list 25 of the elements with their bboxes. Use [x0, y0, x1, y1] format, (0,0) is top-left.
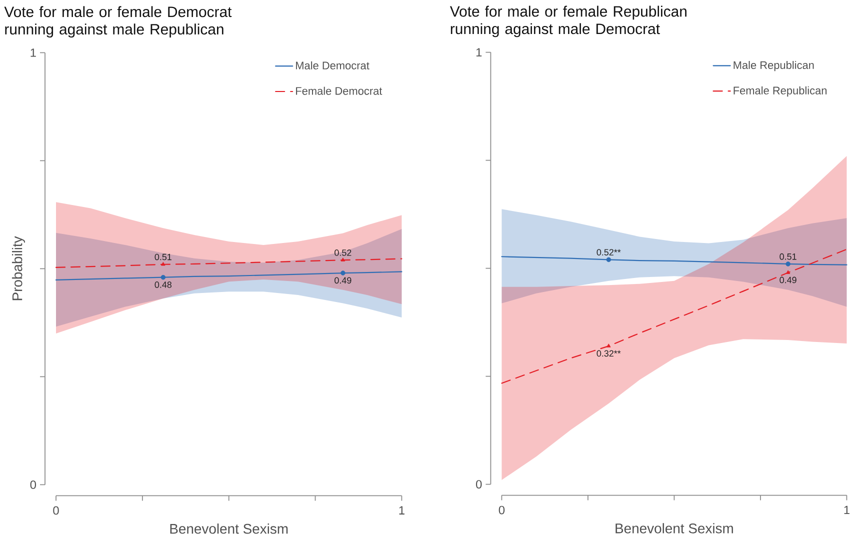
- legend-label: Female Republican: [734, 86, 827, 97]
- point: [786, 262, 790, 266]
- data-label: 0.52**: [596, 249, 621, 256]
- point: [606, 344, 611, 348]
- legend-label: Female Democrat: [296, 86, 382, 95]
- x-tick-label: 0: [53, 506, 59, 515]
- x-tick-label: 1: [844, 506, 850, 514]
- data-label: 0.48: [154, 282, 172, 288]
- data-label: 0.51: [154, 254, 172, 260]
- point: [786, 270, 790, 274]
- legend-label: Male Republican: [734, 60, 814, 72]
- data-label: 0.32**: [596, 350, 621, 357]
- legend-label: Male Democrat: [296, 61, 370, 70]
- chart-title: Vote for male or female Democrat running against male Republican: [4, 6, 232, 38]
- y-axis-title: Probability: [12, 236, 25, 300]
- x-axis-title: Benevolent Sexism: [170, 524, 288, 534]
- data-label: 0.49: [334, 277, 352, 284]
- data-label: 0.52: [334, 250, 352, 256]
- x-tick-label: 0: [498, 506, 505, 514]
- x-axis-title: Benevolent Sexism: [616, 523, 733, 534]
- chart-title: Vote for male or female Republican running against male Democrat: [450, 6, 686, 38]
- data-label: 0.49: [780, 276, 796, 284]
- point: [606, 257, 612, 262]
- data-label: 0.51: [780, 253, 796, 260]
- x-tick-label: 1: [399, 506, 404, 514]
